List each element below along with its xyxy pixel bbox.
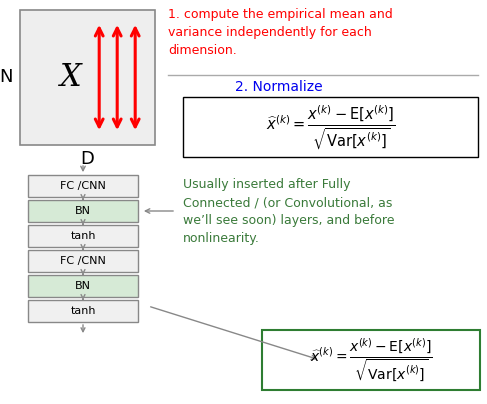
Text: N: N [0,69,13,86]
Text: D: D [80,150,94,168]
Bar [262,330,480,390]
Bar [20,10,155,145]
Text: $\widehat{x}^{(k)} = \dfrac{x^{(k)} - \mathrm{E}[x^{(k)}]}{\sqrt{\mathrm{Var}[x^: $\widehat{x}^{(k)} = \dfrac{x^{(k)} - \m… [266,103,395,151]
Bar [28,200,138,222]
Bar [183,97,478,157]
Text: FC /CNN: FC /CNN [60,181,106,191]
Bar [28,275,138,297]
Text: FC /CNN: FC /CNN [60,256,106,266]
Text: X: X [60,62,82,93]
Bar [28,300,138,322]
Text: $\widehat{x}^{(k)} = \dfrac{x^{(k)} - \mathrm{E}[x^{(k)}]}{\sqrt{\mathrm{Var}[x^: $\widehat{x}^{(k)} = \dfrac{x^{(k)} - \m… [310,337,432,383]
Text: 1. compute the empirical mean and
variance independently for each
dimension.: 1. compute the empirical mean and varian… [168,8,393,57]
Text: Usually inserted after Fully
Connected / (or Convolutional, as
we’ll see soon) l: Usually inserted after Fully Connected /… [183,178,394,245]
Text: BN: BN [75,206,91,216]
Text: tanh: tanh [70,231,96,241]
Bar [28,175,138,197]
Text: BN: BN [75,281,91,291]
Bar [28,250,138,272]
Bar [28,225,138,247]
Text: 2. Normalize: 2. Normalize [235,80,322,94]
Text: tanh: tanh [70,306,96,316]
